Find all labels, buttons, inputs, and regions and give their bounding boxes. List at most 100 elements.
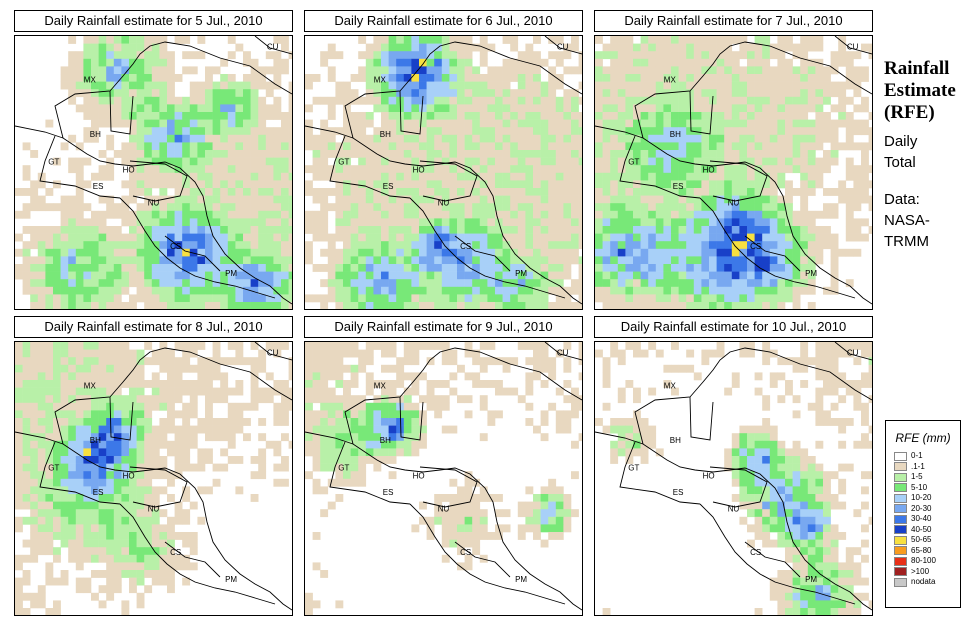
rainfall-cell bbox=[853, 195, 862, 204]
rainfall-cell bbox=[739, 157, 748, 166]
rainfall-cell bbox=[235, 256, 244, 265]
rainfall-cell bbox=[197, 142, 206, 151]
rainfall-cell bbox=[724, 286, 733, 295]
rainfall-cell bbox=[769, 380, 778, 388]
rainfall-cell bbox=[449, 210, 458, 219]
rainfall-cell bbox=[426, 226, 435, 234]
rainfall-cell bbox=[106, 43, 115, 52]
rainfall-cell bbox=[381, 380, 389, 388]
country-border bbox=[709, 160, 768, 202]
rainfall-cell bbox=[45, 532, 54, 540]
rainfall-cell bbox=[739, 279, 748, 288]
rainfall-cell bbox=[510, 89, 519, 98]
rainfall-cell bbox=[457, 494, 465, 502]
rainfall-cell bbox=[129, 256, 137, 265]
rainfall-cell bbox=[426, 357, 435, 366]
rainfall-cell bbox=[243, 150, 251, 158]
rainfall-cell bbox=[373, 302, 382, 309]
rainfall-cell bbox=[762, 294, 771, 303]
country-label-gt: GT bbox=[338, 157, 349, 166]
rainfall-cell bbox=[648, 58, 657, 67]
rainfall-cell bbox=[472, 96, 481, 105]
rainfall-cell bbox=[457, 89, 465, 98]
rainfall-cell bbox=[517, 74, 526, 82]
rainfall-cell bbox=[250, 134, 259, 143]
rainfall-cell bbox=[533, 81, 541, 90]
rainfall-cell bbox=[343, 248, 351, 257]
rainfall-cell bbox=[610, 195, 619, 204]
rainfall-cell bbox=[60, 387, 69, 396]
rainfall-cell bbox=[53, 248, 61, 257]
rainfall-cell bbox=[731, 119, 740, 128]
rainfall-cell bbox=[83, 433, 92, 442]
rainfall-cell bbox=[823, 233, 831, 242]
rainfall-cell bbox=[815, 440, 824, 449]
rainfall-cell bbox=[595, 286, 603, 295]
rainfall-cell bbox=[807, 241, 816, 250]
rainfall-cell bbox=[838, 342, 847, 350]
rainfall-cell bbox=[747, 89, 755, 98]
rainfall-cell bbox=[381, 150, 389, 158]
rainfall-cell bbox=[403, 256, 412, 265]
rainfall-cell bbox=[136, 279, 145, 288]
rainfall-cell bbox=[495, 104, 503, 113]
rainfall-cell bbox=[30, 547, 39, 556]
rainfall-cell bbox=[288, 180, 292, 189]
rainfall-cell bbox=[159, 463, 168, 472]
rainfall-cell bbox=[258, 218, 267, 227]
rainfall-cell bbox=[136, 104, 145, 113]
rainfall-cell bbox=[365, 74, 374, 82]
rainfall-cell bbox=[197, 486, 206, 495]
rainfall-cell bbox=[823, 96, 831, 105]
rainfall-cell bbox=[693, 203, 702, 212]
rainfall-cell bbox=[151, 570, 160, 578]
rainfall-cell bbox=[709, 180, 717, 189]
rainfall-cell bbox=[136, 539, 145, 548]
rainfall-cell bbox=[60, 264, 69, 272]
rainfall-cell bbox=[30, 592, 39, 601]
rainfall-cell bbox=[868, 372, 872, 381]
rainfall-cell bbox=[540, 516, 549, 525]
rainfall-cell bbox=[739, 134, 748, 143]
rainfall-cell bbox=[45, 547, 54, 556]
rainfall-cell bbox=[517, 142, 526, 151]
rainfall-cell bbox=[205, 195, 213, 204]
rainfall-cell bbox=[197, 241, 206, 250]
rainfall-cell bbox=[648, 43, 657, 52]
rainfall-cell bbox=[693, 210, 702, 219]
panel-jul-10: Daily Rainfall estimate for 10 Jul., 201… bbox=[594, 316, 873, 616]
rainfall-cell bbox=[312, 210, 321, 219]
rainfall-cell bbox=[693, 226, 702, 234]
rainfall-cell bbox=[258, 271, 267, 280]
rainfall-cell bbox=[358, 195, 367, 204]
rainfall-cell bbox=[853, 226, 862, 234]
rainfall-cell bbox=[75, 286, 84, 295]
rainfall-cell bbox=[45, 271, 54, 280]
rainfall-cell bbox=[159, 471, 168, 480]
rainfall-cell bbox=[288, 271, 292, 280]
rainfall-cell bbox=[381, 387, 389, 396]
rainfall-cell bbox=[335, 342, 344, 350]
rainfall-cell bbox=[197, 271, 206, 280]
rainfall-cell bbox=[159, 66, 168, 75]
rainfall-cell bbox=[212, 226, 221, 234]
rainfall-cell bbox=[167, 210, 175, 219]
rainfall-cell bbox=[823, 119, 831, 128]
rainfall-cell bbox=[121, 418, 130, 426]
rainfall-cell bbox=[610, 218, 619, 227]
rainfall-cell bbox=[449, 279, 458, 288]
rainfall-cell bbox=[273, 157, 282, 166]
rainfall-cell bbox=[174, 562, 183, 571]
rainfall-cell bbox=[45, 471, 54, 480]
rainfall-cell bbox=[335, 233, 344, 242]
rainfall-cell bbox=[98, 89, 107, 98]
rainfall-cell bbox=[182, 36, 191, 44]
rainfall-cell bbox=[281, 36, 289, 44]
rainfall-cell bbox=[144, 119, 153, 128]
rainfall-cell bbox=[227, 248, 236, 257]
rainfall-cell bbox=[701, 349, 710, 358]
rainfall-cell bbox=[686, 294, 695, 303]
rainfall-cell bbox=[68, 539, 77, 548]
rainfall-cell bbox=[83, 96, 92, 105]
rainfall-cell bbox=[144, 157, 153, 166]
